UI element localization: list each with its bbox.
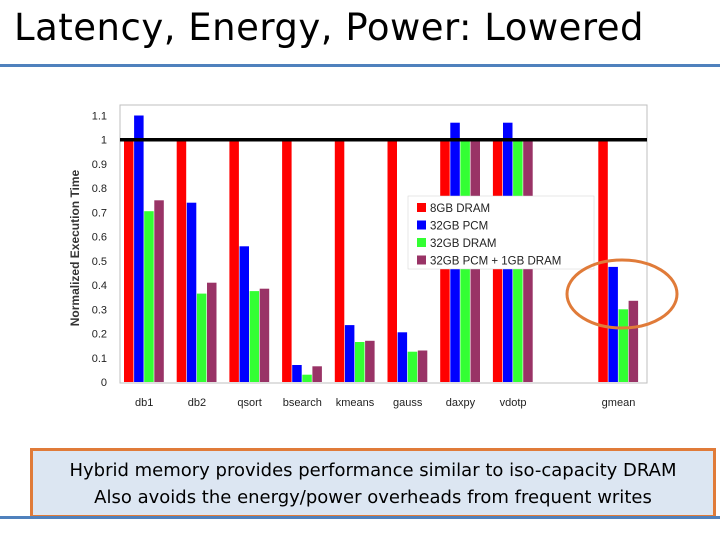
- bar-gmean-2: [618, 309, 628, 382]
- y-tick-label: 1: [101, 135, 107, 147]
- legend-label: 8GB DRAM: [430, 203, 490, 215]
- legend-swatch: [417, 238, 426, 247]
- bar-qsort-1: [239, 246, 249, 382]
- legend-swatch: [417, 220, 426, 230]
- bar-db2-1: [186, 202, 197, 382]
- bar-db2-0: [176, 139, 187, 382]
- legend: 8GB DRAM 32GB PCM 32GB DRAM 32GB PCM + 1GB …: [407, 195, 595, 270]
- bar-db2-3: [207, 282, 217, 382]
- bar-gauss-2: [407, 351, 418, 382]
- x-tick-label: gmean: [602, 397, 636, 409]
- x-tick-label: vdotp: [500, 397, 527, 409]
- caption-line-2: Also avoids the energy/power overheads f…: [94, 487, 652, 508]
- bar-kmeans-1: [344, 325, 355, 382]
- y-tick-label: 0.5: [92, 256, 107, 268]
- y-tick-label: 0.6: [92, 232, 107, 244]
- bar-qsort-2: [249, 291, 260, 382]
- bar-gmean-3: [628, 300, 639, 382]
- x-axis: db1 db2 qsort bsearch kmeans gauss daxpy vdotp g…: [135, 397, 635, 409]
- bar-db2-2: [196, 293, 207, 382]
- bar-kmeans-2: [355, 342, 365, 382]
- bottom-divider: [0, 516, 720, 519]
- y-tick-label: 0: [101, 377, 107, 389]
- x-tick-label: gauss: [393, 397, 423, 409]
- bar-gauss-0: [387, 139, 397, 382]
- bar-chart: 0 0.1 0.2 0.3 0.4 0.5 0.6 0.7 0.8 0.9 1 1.1 db1 db2 q…: [68, 104, 679, 409]
- bar-qsort-0: [229, 139, 239, 382]
- bar-db1-0: [124, 139, 134, 382]
- legend-box: [407, 195, 595, 270]
- y-tick-label: 0.4: [92, 280, 107, 292]
- x-tick-label: kmeans: [336, 397, 375, 409]
- legend-label: 32GB DRAM: [430, 238, 496, 250]
- legend-label: 32GB PCM: [430, 221, 488, 233]
- y-axis: 0 0.1 0.2 0.3 0.4 0.5 0.6 0.7 0.8 0.9 1 1.1: [92, 111, 107, 390]
- legend-label: 32GB PCM + 1GB DRAM: [430, 256, 561, 268]
- gmean-highlight-circle: [565, 258, 679, 330]
- bar-db1-2: [144, 211, 154, 382]
- legend-swatch: [417, 203, 426, 212]
- legend-swatch: [417, 255, 426, 265]
- bar-bsearch-2: [302, 374, 312, 382]
- bar-kmeans-0: [334, 139, 345, 382]
- bar-kmeans-3: [365, 340, 375, 382]
- x-tick-label: bsearch: [283, 397, 322, 409]
- y-tick-label: 0.1: [92, 353, 107, 365]
- title-divider: [0, 64, 720, 67]
- slide-title: Latency, Energy, Power: Lowered: [14, 6, 645, 49]
- x-tick-label: daxpy: [446, 397, 476, 409]
- x-tick-label: db1: [135, 397, 153, 409]
- bar-bsearch-3: [312, 366, 322, 382]
- bar-db1-3: [154, 200, 164, 382]
- caption-line-1: Hybrid memory provides performance simil…: [69, 460, 677, 481]
- y-tick-label: 0.7: [92, 207, 107, 219]
- y-tick-label: 0.2: [92, 329, 107, 341]
- caption-box: Hybrid memory provides performance simil…: [30, 448, 716, 518]
- y-tick-label: 0.3: [92, 304, 107, 316]
- x-tick-label: qsort: [237, 397, 261, 409]
- y-tick-label: 0.9: [92, 159, 107, 171]
- bar-gauss-1: [397, 332, 408, 382]
- bar-gmean-1: [608, 266, 618, 382]
- y-tick-label: 1.1: [92, 111, 107, 123]
- y-tick-label: 0.8: [92, 183, 107, 195]
- y-axis-label: Normalized Execution Time: [68, 169, 82, 326]
- bar-bsearch-0: [282, 139, 292, 382]
- bar-bsearch-1: [292, 365, 302, 382]
- bar-db1-1: [134, 115, 144, 382]
- bar-gauss-3: [417, 350, 428, 382]
- bar-qsort-3: [259, 288, 270, 382]
- x-tick-label: db2: [188, 397, 206, 409]
